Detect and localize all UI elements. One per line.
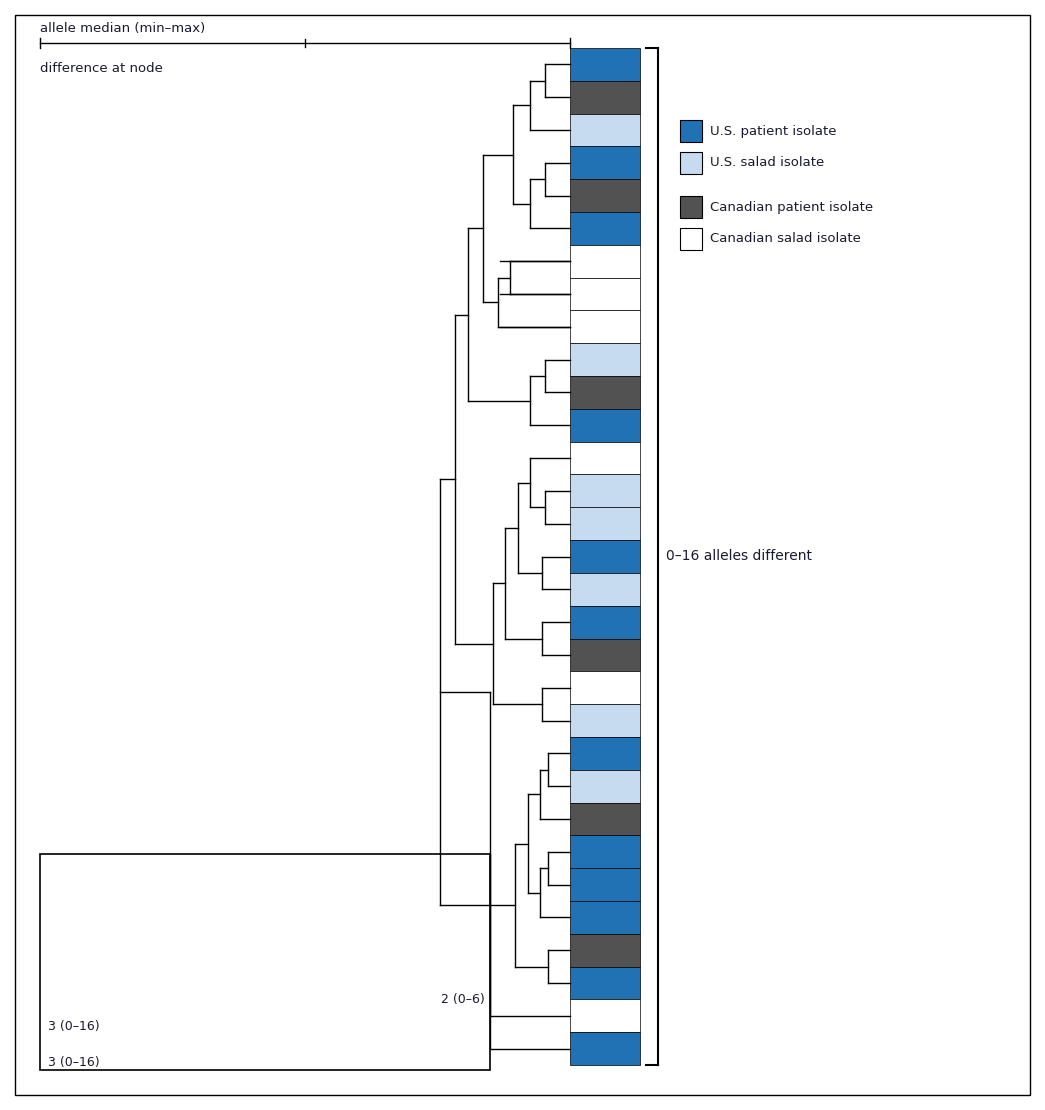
Text: U.S. salad isolate: U.S. salad isolate bbox=[710, 157, 825, 170]
Bar bbox=[570, 573, 640, 606]
Bar bbox=[570, 836, 640, 868]
Bar bbox=[570, 507, 640, 541]
Bar bbox=[570, 901, 640, 934]
Bar bbox=[570, 278, 640, 311]
Bar bbox=[570, 343, 640, 376]
Text: 0–16 alleles different: 0–16 alleles different bbox=[666, 549, 812, 564]
Bar bbox=[40, 854, 490, 1070]
Bar bbox=[570, 245, 640, 278]
Bar bbox=[570, 769, 640, 803]
Bar bbox=[570, 541, 640, 573]
Bar bbox=[570, 474, 640, 507]
Text: 3 (0–16): 3 (0–16) bbox=[48, 1020, 99, 1033]
Bar bbox=[570, 868, 640, 901]
Bar bbox=[570, 1032, 640, 1064]
Bar bbox=[680, 120, 702, 142]
Bar bbox=[680, 196, 702, 218]
Bar bbox=[570, 113, 640, 147]
Bar bbox=[570, 311, 640, 343]
Bar bbox=[570, 999, 640, 1032]
Bar bbox=[570, 212, 640, 245]
Bar bbox=[570, 672, 640, 704]
Bar bbox=[570, 147, 640, 179]
Bar bbox=[570, 934, 640, 967]
Bar bbox=[570, 179, 640, 212]
Bar bbox=[570, 967, 640, 999]
Bar bbox=[570, 606, 640, 638]
Bar bbox=[570, 638, 640, 672]
Bar bbox=[680, 228, 702, 250]
Text: Canadian salad isolate: Canadian salad isolate bbox=[710, 232, 861, 245]
Text: difference at node: difference at node bbox=[40, 62, 163, 75]
Text: allele median (min–max): allele median (min–max) bbox=[40, 22, 205, 36]
Bar bbox=[570, 48, 640, 81]
Text: Canadian patient isolate: Canadian patient isolate bbox=[710, 201, 874, 213]
Bar bbox=[570, 803, 640, 836]
Bar bbox=[570, 442, 640, 474]
Bar bbox=[570, 737, 640, 769]
Bar bbox=[680, 152, 702, 174]
Text: 3 (0–16): 3 (0–16) bbox=[48, 1056, 99, 1069]
Bar bbox=[570, 81, 640, 113]
Text: 2 (0–6): 2 (0–6) bbox=[441, 993, 485, 1006]
Bar bbox=[570, 408, 640, 442]
Bar bbox=[570, 704, 640, 737]
Bar bbox=[570, 376, 640, 408]
Text: U.S. patient isolate: U.S. patient isolate bbox=[710, 124, 836, 138]
